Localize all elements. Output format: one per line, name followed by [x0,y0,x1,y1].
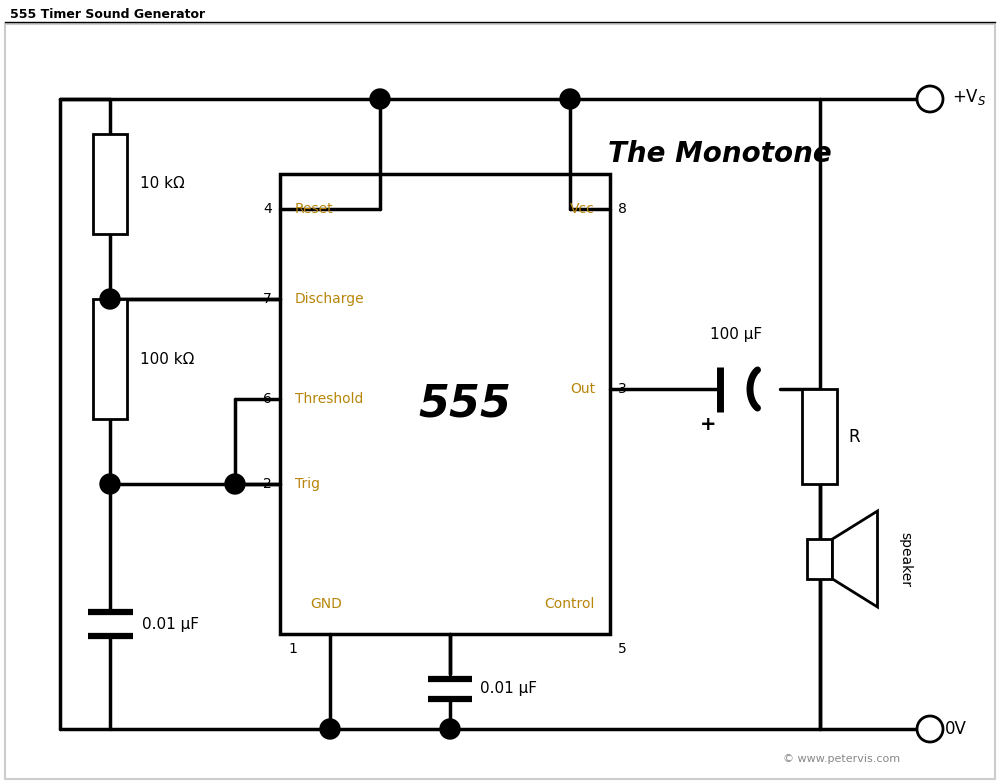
Text: 3: 3 [618,382,627,396]
Text: +: + [700,415,716,434]
Bar [280,174,610,634]
Text: © www.petervis.com: © www.petervis.com [783,754,900,764]
Text: Reset: Reset [295,202,334,216]
Circle shape [560,89,580,109]
Bar [807,539,832,579]
Text: Control: Control [545,597,595,611]
Text: 0.01 μF: 0.01 μF [142,616,199,631]
Text: Trig: Trig [295,477,320,491]
Bar [802,389,837,484]
Circle shape [225,474,245,494]
Circle shape [917,716,943,742]
Circle shape [370,89,390,109]
Circle shape [100,474,120,494]
Text: 100 μF: 100 μF [710,326,762,342]
Bar [92,299,128,419]
Text: 6: 6 [263,392,272,406]
Text: GND: GND [310,597,342,611]
Text: 1: 1 [288,642,297,656]
Text: speaker: speaker [898,532,912,586]
Polygon shape [832,511,878,607]
Text: +V$_S$: +V$_S$ [952,87,986,107]
Text: 0V: 0V [945,720,967,738]
Bar [92,134,128,234]
Text: 5: 5 [618,642,627,656]
Text: 8: 8 [618,202,627,216]
Text: R: R [848,427,860,445]
Text: Out: Out [570,382,595,396]
Circle shape [100,289,120,309]
Text: 555: 555 [418,383,511,426]
Circle shape [917,86,943,112]
Circle shape [440,719,460,739]
Text: 2: 2 [263,477,272,491]
Text: 7: 7 [263,292,272,306]
Text: Discharge: Discharge [295,292,365,306]
Text: 4: 4 [263,202,272,216]
Text: Vcc: Vcc [570,202,595,216]
Text: Threshold: Threshold [295,392,363,406]
Text: The Monotone: The Monotone [608,140,832,168]
Text: 100 kΩ: 100 kΩ [140,351,194,366]
Text: 10 kΩ: 10 kΩ [140,176,185,191]
Circle shape [320,719,340,739]
Text: 0.01 μF: 0.01 μF [480,681,537,696]
Text: 555 Timer Sound Generator: 555 Timer Sound Generator [10,8,205,20]
